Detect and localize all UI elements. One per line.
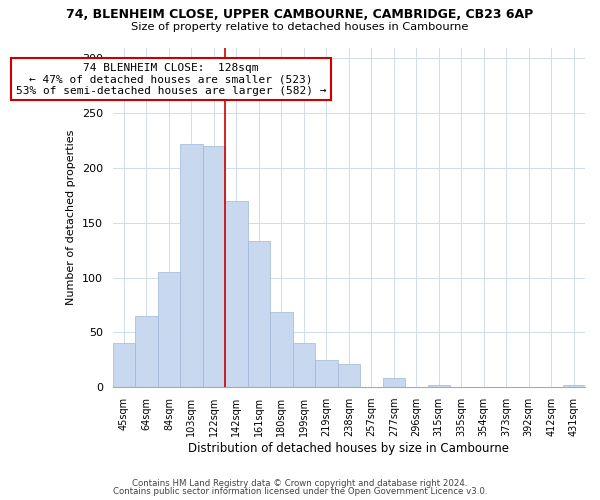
Bar <box>135 316 158 387</box>
Bar <box>180 144 203 387</box>
Bar <box>428 385 450 387</box>
Text: Contains HM Land Registry data © Crown copyright and database right 2024.: Contains HM Land Registry data © Crown c… <box>132 478 468 488</box>
Bar <box>113 344 135 387</box>
Bar <box>315 360 338 387</box>
Text: Contains public sector information licensed under the Open Government Licence v3: Contains public sector information licen… <box>113 487 487 496</box>
Y-axis label: Number of detached properties: Number of detached properties <box>66 130 76 305</box>
Bar <box>383 378 405 387</box>
Bar <box>248 242 270 387</box>
Text: 74, BLENHEIM CLOSE, UPPER CAMBOURNE, CAMBRIDGE, CB23 6AP: 74, BLENHEIM CLOSE, UPPER CAMBOURNE, CAM… <box>67 8 533 20</box>
X-axis label: Distribution of detached houses by size in Cambourne: Distribution of detached houses by size … <box>188 442 509 455</box>
Bar <box>293 344 315 387</box>
Bar <box>270 312 293 387</box>
Bar <box>225 201 248 387</box>
Bar <box>563 385 585 387</box>
Text: Size of property relative to detached houses in Cambourne: Size of property relative to detached ho… <box>131 22 469 32</box>
Bar <box>338 364 360 387</box>
Bar <box>203 146 225 387</box>
Text: 74 BLENHEIM CLOSE:  128sqm
← 47% of detached houses are smaller (523)
53% of sem: 74 BLENHEIM CLOSE: 128sqm ← 47% of detac… <box>16 63 326 96</box>
Bar <box>158 272 180 387</box>
